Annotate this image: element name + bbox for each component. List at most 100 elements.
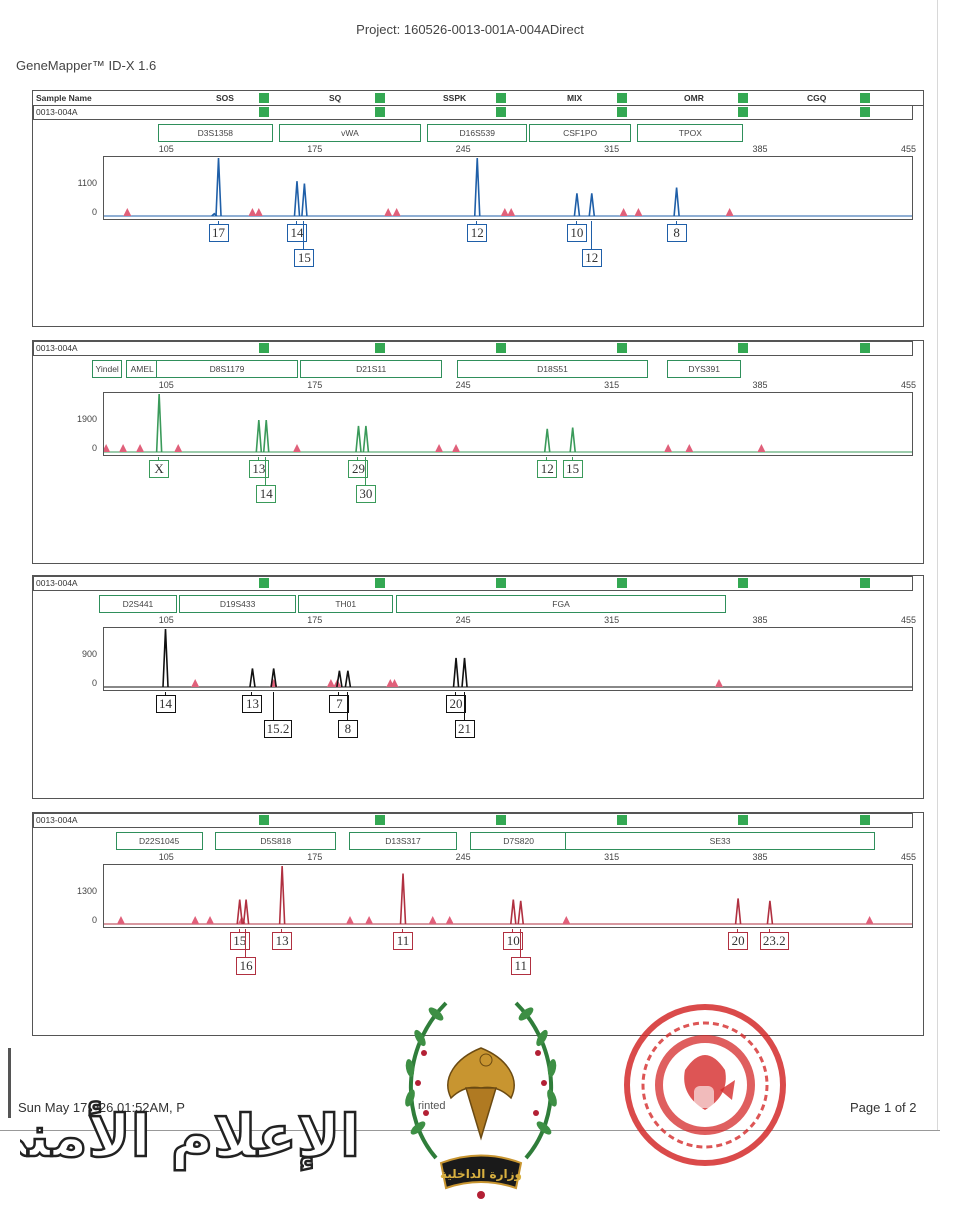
size-standard-peak bbox=[384, 208, 393, 216]
marker-tpox[interactable]: TPOX bbox=[637, 124, 744, 142]
marker-d7s820[interactable]: D7S820 bbox=[469, 832, 568, 850]
allele-call-label[interactable]: 11 bbox=[510, 957, 531, 975]
allele-call-label[interactable]: 14 bbox=[286, 224, 307, 242]
size-standard-peak bbox=[500, 208, 509, 216]
y-zero-label: 0 bbox=[91, 443, 97, 453]
allele-connector bbox=[346, 692, 348, 720]
column-header-row: Sample Name SOS SQ SSPK MIX OMR CGQ bbox=[33, 91, 923, 106]
ministry-emblem-logo: وزارة الداخلية bbox=[396, 988, 566, 1205]
electropherogram-plot[interactable] bbox=[103, 864, 913, 928]
allele-call-label[interactable]: 15 bbox=[229, 932, 250, 950]
marker-d22s1045[interactable]: D22S1045 bbox=[115, 832, 203, 850]
allele-call-label[interactable]: 17 bbox=[208, 224, 229, 242]
marker-vwa[interactable]: vWA bbox=[279, 124, 421, 142]
allele-connector bbox=[402, 929, 404, 932]
allele-call-label[interactable]: 15.2 bbox=[263, 720, 293, 738]
allele-peak bbox=[255, 420, 263, 453]
sample-row[interactable]: 0013-004A bbox=[33, 813, 913, 828]
marker-amel[interactable]: AMEL bbox=[126, 360, 158, 378]
allele-peak bbox=[278, 865, 286, 925]
allele-connector bbox=[590, 221, 592, 249]
marker-csf1po[interactable]: CSF1PO bbox=[529, 124, 631, 142]
marker-dys391[interactable]: DYS391 bbox=[667, 360, 742, 378]
allele-connector bbox=[257, 457, 259, 460]
marker-d3s1358[interactable]: D3S1358 bbox=[158, 124, 273, 142]
marker-d2s441[interactable]: D2S441 bbox=[98, 595, 178, 613]
allele-call-label[interactable]: 16 bbox=[236, 957, 257, 975]
allele-call-label[interactable]: 13 bbox=[242, 695, 263, 713]
allele-call-label[interactable]: 15 bbox=[294, 249, 315, 267]
quality-indicator bbox=[617, 93, 627, 103]
allele-connector bbox=[295, 221, 297, 224]
allele-call-label[interactable]: 29 bbox=[348, 460, 369, 478]
scan-bar bbox=[8, 1048, 11, 1118]
x-tick-label: 175 bbox=[307, 144, 323, 154]
allele-call-label[interactable]: 21 bbox=[454, 720, 475, 738]
paper-edge bbox=[937, 0, 938, 1130]
x-tick-label: 315 bbox=[604, 852, 620, 862]
allele-call-label[interactable]: 15 bbox=[562, 460, 583, 478]
allele-call-label[interactable]: 20 bbox=[728, 932, 749, 950]
marker-d8s1179[interactable]: D8S1179 bbox=[156, 360, 298, 378]
quality-indicator bbox=[259, 343, 269, 353]
sample-id: 0013-004A bbox=[36, 815, 78, 825]
size-standard-peak bbox=[757, 444, 766, 452]
quality-indicator bbox=[259, 107, 269, 117]
sample-row[interactable]: 0013-004A bbox=[33, 341, 913, 356]
marker-d5s818[interactable]: D5S818 bbox=[215, 832, 337, 850]
panel-red: 0013-004A D22S1045 D5S818 D13S317 D7S820 SE33… bbox=[32, 812, 924, 1036]
marker-se33[interactable]: SE33 bbox=[565, 832, 875, 850]
marker-d21s11[interactable]: D21S11 bbox=[300, 360, 443, 378]
footer-divider bbox=[0, 1130, 940, 1131]
allele-call-label[interactable]: 10 bbox=[503, 932, 524, 950]
electropherogram-plot[interactable] bbox=[103, 392, 913, 456]
size-standard-peak bbox=[664, 444, 673, 452]
sample-row[interactable]: 0013-004A bbox=[33, 576, 913, 591]
allele-connector bbox=[476, 221, 478, 224]
marker-d13s317[interactable]: D13S317 bbox=[349, 832, 458, 850]
allele-call-label[interactable]: 10 bbox=[566, 224, 587, 242]
allele-call-label[interactable]: 13 bbox=[272, 932, 293, 950]
quality-indicator bbox=[860, 815, 870, 825]
y-tick-label: 1900 bbox=[76, 414, 97, 424]
allele-call-label[interactable]: 13 bbox=[248, 460, 269, 478]
allele-connector bbox=[455, 692, 457, 695]
x-tick-label: 315 bbox=[604, 615, 620, 625]
allele-call-label[interactable]: 20 bbox=[446, 695, 467, 713]
allele-call-label[interactable]: X bbox=[149, 460, 170, 478]
electropherogram-plot[interactable] bbox=[103, 627, 913, 691]
allele-call-label[interactable]: 11 bbox=[393, 932, 414, 950]
quality-indicator bbox=[496, 93, 506, 103]
marker-d16s539[interactable]: D16S539 bbox=[427, 124, 528, 142]
marker-fga[interactable]: FGA bbox=[395, 595, 727, 613]
allele-call-label[interactable]: 14 bbox=[256, 485, 277, 503]
allele-call-label[interactable]: 7 bbox=[329, 695, 350, 713]
quality-indicator bbox=[738, 343, 748, 353]
allele-call-label[interactable]: 12 bbox=[467, 224, 488, 242]
allele-peak bbox=[270, 668, 277, 688]
allele-call-label[interactable]: 8 bbox=[337, 720, 358, 738]
allele-call-label[interactable]: 14 bbox=[155, 695, 176, 713]
sample-row[interactable]: 0013-004A bbox=[33, 93, 913, 120]
allele-peak bbox=[344, 670, 352, 688]
allele-call-label[interactable]: 30 bbox=[355, 485, 376, 503]
allele-peak bbox=[461, 657, 468, 688]
allele-call-label[interactable]: 12 bbox=[581, 249, 602, 267]
size-standard-peak bbox=[104, 444, 111, 452]
app-name: GeneMapper™ ID-X 1.6 bbox=[16, 58, 157, 73]
marker-yindel[interactable]: Yindel bbox=[92, 360, 122, 378]
marker-d18s51[interactable]: D18S51 bbox=[457, 360, 648, 378]
official-stamp-seal bbox=[620, 1000, 790, 1175]
allele-call-label[interactable]: 8 bbox=[666, 224, 687, 242]
allele-peak bbox=[569, 427, 576, 453]
marker-th01[interactable]: TH01 bbox=[298, 595, 394, 613]
quality-indicator bbox=[738, 815, 748, 825]
allele-peak bbox=[473, 157, 481, 217]
size-standard-peak bbox=[191, 679, 200, 687]
x-tick-label: 385 bbox=[752, 615, 768, 625]
allele-call-label[interactable]: 12 bbox=[537, 460, 558, 478]
marker-d19s433[interactable]: D19S433 bbox=[179, 595, 296, 613]
allele-call-label[interactable]: 23.2 bbox=[759, 932, 789, 950]
allele-connector bbox=[164, 692, 166, 695]
electropherogram-plot[interactable] bbox=[103, 156, 913, 220]
